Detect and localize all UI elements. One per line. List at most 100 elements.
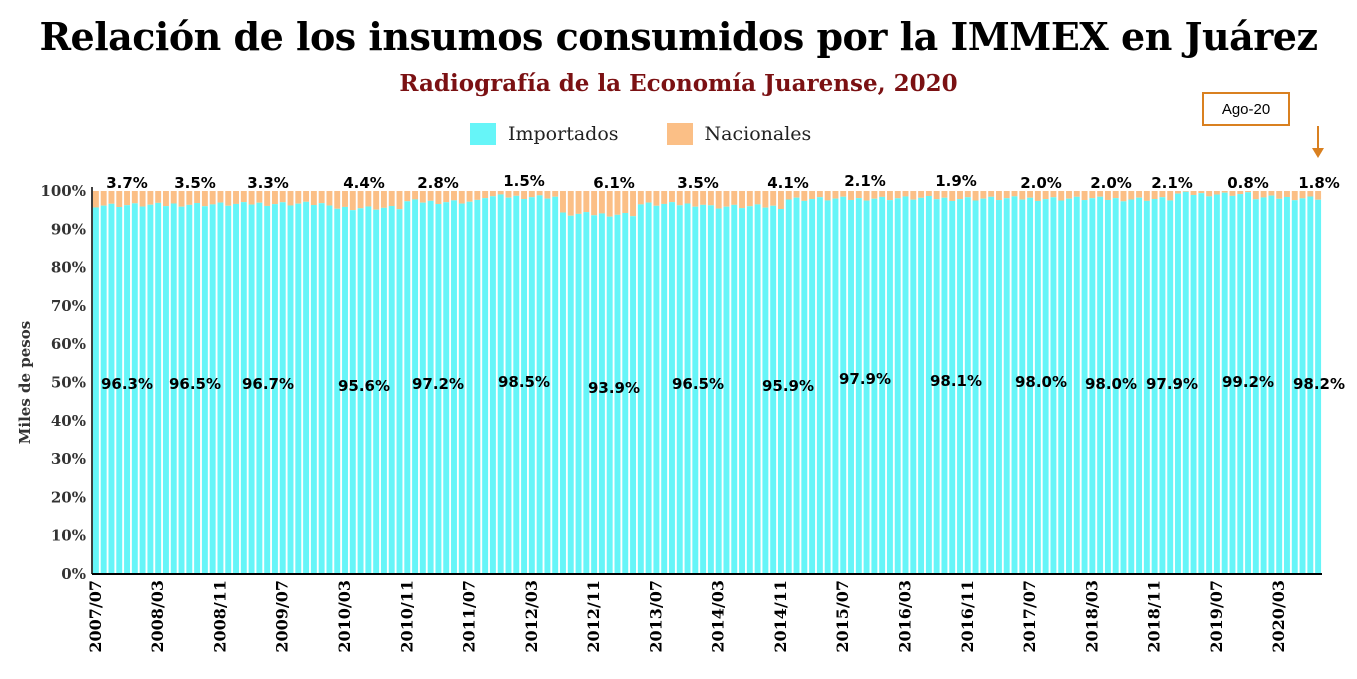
bar-importados [964,197,971,575]
bar-nacionales [303,191,310,202]
bar-importados [988,196,995,574]
bar-nacionales [1081,191,1088,201]
bar-importados [100,205,107,574]
bar-nacionales [482,191,489,199]
bar-importados [108,203,115,574]
bar-nacionales [116,191,123,208]
bar-nacionales [388,191,395,207]
bar-importados [326,205,333,574]
bar-nacionales [1104,191,1111,200]
bar-importados [466,201,473,574]
bar-nacionales [108,191,115,204]
bar-nacionales [1182,191,1189,192]
bar-nacionales [357,191,364,209]
data-label-nacionales: 0.8% [1227,174,1269,192]
bar-nacionales [404,191,411,202]
bar-importados [458,203,465,575]
bar-importados [1276,198,1283,574]
bar-nacionales [217,191,224,203]
bar-nacionales [583,191,590,213]
data-label-nacionales: 2.1% [844,172,886,190]
bar-importados [925,195,932,574]
bar-nacionales [1034,191,1041,201]
bar-nacionales [1011,191,1018,197]
bar-nacionales [894,191,901,199]
bar-importados [404,201,411,574]
bar-importados [1136,197,1143,575]
bar-importados [848,199,854,574]
bar-importados [474,199,481,574]
bar-nacionales [1260,191,1267,198]
bar-importados [388,206,395,574]
bar-importados [777,209,784,574]
bar-importados [622,212,629,575]
bar-importados [92,207,99,574]
data-label-importados: 97.2% [412,375,464,393]
bar-nacionales [544,191,551,199]
bar-nacionales [964,191,971,198]
bar-nacionales [567,191,574,216]
bar-nacionales [1136,191,1143,198]
bar-importados [840,196,847,574]
bar-nacionales [1128,191,1135,200]
bar-importados [1167,200,1174,574]
bar-importados [1245,192,1252,575]
bar-importados [1268,195,1275,574]
bar-importados [606,216,613,574]
bar-nacionales [170,191,177,204]
bar-importados [521,199,528,574]
y-tick-label: 100% [40,182,86,200]
bar-importados [614,214,621,574]
x-tick-label: 2016/11 [958,580,977,653]
data-label-importados: 97.9% [1146,375,1198,393]
bar-importados [365,206,372,574]
bar-importados [980,198,987,574]
bar-nacionales [131,191,138,204]
bar-nacionales [521,191,528,200]
bar-nacionales [201,191,208,207]
annotation-arrow-head [1312,148,1324,158]
bar-nacionales [1120,191,1127,202]
data-label-nacionales: 4.4% [343,174,385,192]
bar-nacionales [785,191,792,200]
x-tick-label: 2011/07 [460,580,479,653]
data-label-nacionales: 1.8% [1298,174,1340,192]
bar-nacionales [1198,191,1205,194]
bar-nacionales [840,191,847,197]
bar-nacionales [443,191,450,203]
bar-nacionales [941,191,948,198]
bar-nacionales [365,191,372,207]
bar-nacionales [591,191,598,216]
bar-nacionales [451,191,457,201]
bar-importados [186,204,193,574]
bar-nacionales [489,191,496,197]
bar-importados [116,207,123,574]
bar-importados [894,198,901,575]
bar-nacionales [1027,191,1034,198]
bar-importados [349,210,356,574]
y-tick-label: 60% [51,335,86,353]
bar-importados [303,201,310,574]
chart-subtitle: Radiografía de la Economía Juarense, 202… [399,70,958,97]
bar-importados [1299,198,1306,574]
bar-nacionales [240,191,247,203]
bar-nacionales [155,191,162,203]
bar-nacionales [715,191,722,209]
bar-importados [676,205,683,574]
bar-importados [1159,197,1166,575]
bar-importados [1221,192,1228,575]
bar-nacionales [342,191,348,207]
legend-label-importados: Importados [508,123,619,145]
bar-importados [1003,198,1010,575]
bar-nacionales [622,191,629,213]
bar-nacionales [848,191,854,200]
bar-importados [240,202,247,574]
bar-nacionales [972,191,979,201]
bar-nacionales [661,191,668,204]
bar-importados [645,202,652,575]
bar-importados [1066,198,1072,574]
bar-importados [1198,193,1205,574]
bar-importados [1058,200,1065,574]
bar-nacionales [1159,191,1166,198]
bar-nacionales [707,191,714,206]
